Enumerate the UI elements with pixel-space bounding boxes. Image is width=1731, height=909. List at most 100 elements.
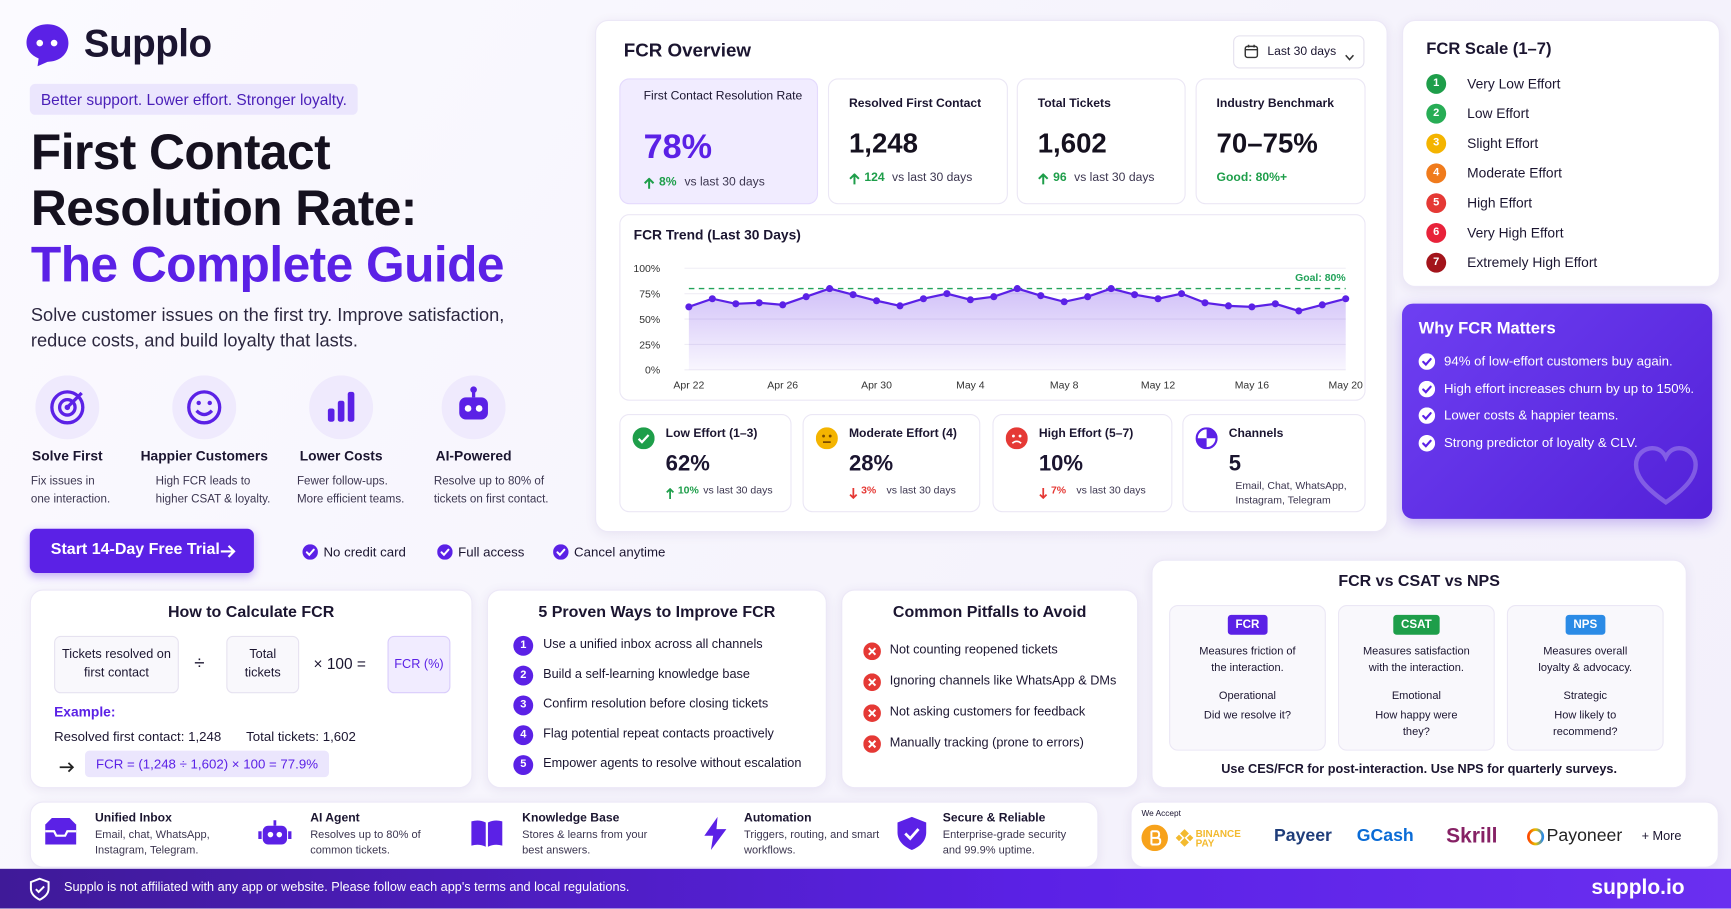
cta-button[interactable]: Start 14-Day Free Trial	[29, 528, 254, 573]
comparison-column: FCR Measures friction of the interaction.…	[1169, 604, 1326, 751]
comparison-question: Did we resolve it?	[1203, 709, 1292, 722]
payment-gcash: GCash	[1356, 826, 1414, 846]
trend-point	[849, 291, 857, 299]
check-icon	[1418, 434, 1436, 451]
formula-denominator-text: Total tickets	[244, 648, 281, 681]
feature-title: Happier Customers	[140, 448, 268, 464]
comparison-kind: Strategic	[1563, 689, 1608, 703]
calendar-icon	[1244, 44, 1259, 59]
trend-point	[919, 295, 927, 303]
y-tick-label: 75%	[639, 290, 660, 301]
y-tick-label: 100%	[633, 264, 660, 275]
period-label: Last 30 days	[1267, 45, 1337, 59]
effort-card: Moderate Effort (4) 28% 3% vs last 30 days	[802, 413, 981, 513]
chevron-icon	[1345, 47, 1355, 61]
improve-text: Empower agents to resolve without escala…	[543, 757, 802, 771]
kpi-label: Total Tickets	[1037, 97, 1111, 111]
scale-number: 2	[1426, 103, 1447, 124]
payments-card: We Accept BINANCE PAY Payeer GCash Skrill Pay…	[1130, 801, 1719, 868]
effort-value: 62%	[665, 451, 710, 476]
formula-divide: ÷	[194, 652, 205, 674]
overview-title: FCR Overview	[623, 39, 751, 61]
formula-result-text: FCR (%)	[394, 657, 444, 671]
example-arrow-svg	[59, 762, 75, 773]
kpi-label: Resolved First Contact	[848, 97, 982, 111]
feature-title: Solve First	[32, 448, 103, 464]
scale-number: 4	[1426, 163, 1447, 184]
scale-number: 7	[1426, 252, 1447, 273]
check-icon	[1418, 380, 1436, 397]
scale-label: Moderate Effort	[1467, 165, 1563, 182]
x-tick-label: May 8	[1050, 381, 1079, 392]
comparison-title: FCR vs CSAT vs NPS	[1338, 572, 1500, 591]
feature-text: Resolve up to 80% of tickets on first co…	[433, 474, 549, 506]
payment-payeer: Payeer	[1273, 826, 1332, 846]
trend-point	[708, 295, 716, 303]
why-point: Strong predictor of loyalty & CLV.	[1443, 434, 1638, 450]
capability-text: Triggers, routing, and smart workflows.	[744, 829, 880, 857]
calendar-icon-svg	[1244, 44, 1259, 59]
goal-label: Goal: 80%	[1295, 273, 1346, 284]
trend-point	[1107, 285, 1115, 293]
x-icon	[863, 673, 881, 692]
y-tick-label: 50%	[639, 315, 660, 326]
y-tick-label: 0%	[645, 366, 660, 377]
binance-icon	[1175, 829, 1194, 847]
overview-card: FCR Overview Last 30 days First Contact Re…	[595, 19, 1388, 533]
cta-check: No credit card	[323, 544, 406, 560]
scale-number: 6	[1426, 222, 1447, 243]
effort-label: High Effort (5–7)	[1038, 427, 1134, 441]
trend-point	[685, 303, 693, 311]
period-select[interactable]: Last 30 days	[1233, 35, 1365, 69]
capability-icon-svg	[258, 820, 292, 845]
feature-icon-svg	[172, 375, 237, 440]
kpi-note: vs last 30 days	[684, 175, 765, 189]
x-icon-svg	[863, 673, 881, 692]
chevron-icon-svg	[1345, 54, 1355, 61]
x-tick-label: May 16	[1235, 381, 1270, 392]
x-tick-label: Apr 26	[767, 381, 798, 392]
cta-check: Full access	[458, 544, 525, 560]
example-label: Example:	[54, 704, 116, 720]
cta-label: Start 14-Day Free Trial	[50, 540, 220, 559]
feature-icon-svg	[35, 375, 100, 440]
effort-label: Low Effort (1–3)	[665, 427, 758, 441]
formula-numerator: Tickets resolved on first contact	[54, 635, 179, 694]
capability-icon-svg	[471, 820, 503, 847]
scale-card: FCR Scale (1–7) 1 Very Low Effort 2 Low Effo…	[1402, 19, 1720, 288]
improve-number: 5	[513, 755, 534, 775]
kpi-note: vs last 30 days	[1074, 171, 1155, 185]
trend-point	[1013, 285, 1021, 293]
effort-icon	[1195, 427, 1218, 450]
kpi-value: 78%	[643, 126, 713, 166]
trend-point	[802, 293, 810, 301]
trend-point	[1201, 299, 1209, 307]
check-icon-svg	[1418, 353, 1436, 370]
effort-trend-icon-svg	[849, 487, 858, 500]
trend-point	[1248, 303, 1256, 311]
x-tick-label: May 12	[1141, 381, 1176, 392]
feature-text: High FCR leads to higher CSAT & loyalty.	[155, 474, 271, 506]
x-tick-label: May 20	[1329, 381, 1364, 392]
kpi-note: vs last 30 days	[891, 171, 973, 185]
effort-delta: 3%	[861, 484, 877, 497]
trend-point	[1177, 290, 1186, 298]
effort-trend-icon-svg	[666, 487, 675, 499]
comparison-tag: CSAT	[1393, 614, 1440, 635]
capability-text: Resolves up to 80% of common tickets.	[310, 829, 421, 857]
payment-binance: BINANCE PAY	[1195, 827, 1241, 849]
x-icon-svg	[863, 704, 881, 722]
comparison-question: How likely to recommend?	[1553, 709, 1618, 739]
check-icon-svg	[437, 544, 453, 560]
check-icon	[1418, 353, 1436, 370]
trend-point	[755, 299, 763, 307]
trend-point	[1154, 295, 1162, 303]
feature-icon	[172, 375, 237, 440]
feature-icon-svg	[309, 375, 374, 440]
effort-icon	[815, 427, 838, 450]
x-icon-svg	[863, 642, 881, 661]
comparison-column: CSAT Measures satisfaction with the inter…	[1337, 604, 1495, 751]
why-point: 94% of low-effort customers buy again.	[1443, 353, 1673, 369]
trend-up-icon-svg	[644, 177, 655, 189]
